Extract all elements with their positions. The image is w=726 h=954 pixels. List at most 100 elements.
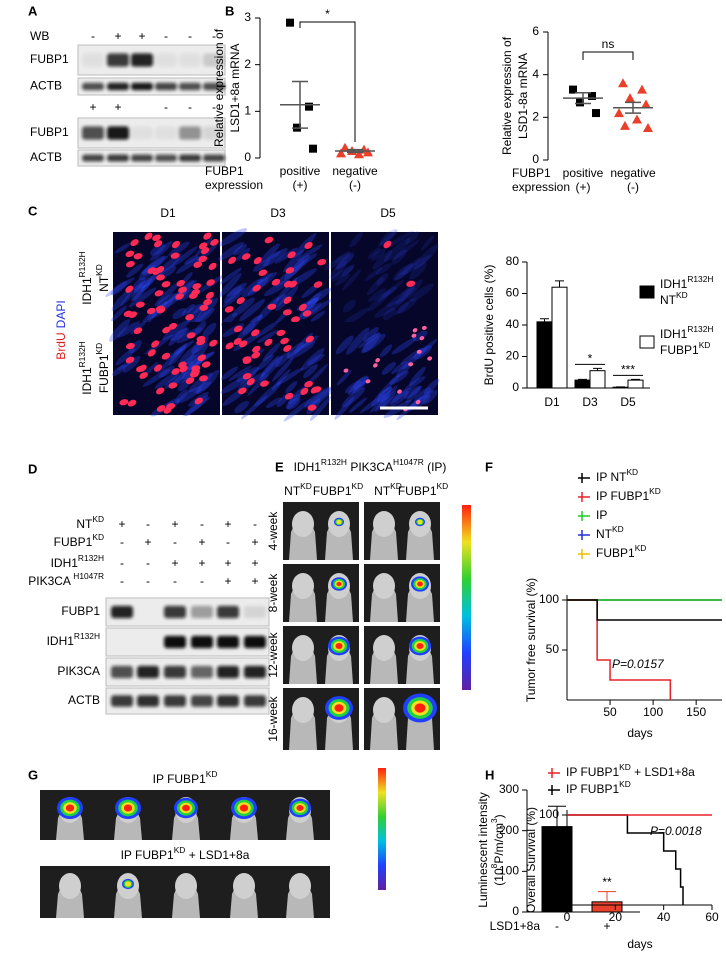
mouse-head (373, 635, 395, 661)
dapi-signal (393, 263, 414, 281)
brdu-nucleus (209, 339, 218, 347)
panel-title-part: R132H (321, 457, 347, 467)
dapi-signal (132, 282, 151, 301)
image-header: IP FUBP1KD + LSD1+8a (121, 845, 250, 862)
column-header-part: KD (352, 481, 364, 491)
brdu-nucleus (205, 291, 214, 300)
blot-band (155, 82, 177, 91)
dapi-signal (344, 376, 370, 394)
mouse-head (373, 573, 395, 599)
column-header: NTKD (374, 481, 402, 498)
mouse-head (289, 873, 311, 899)
dapi-signal (296, 244, 323, 262)
dapi-signal (335, 254, 354, 270)
lane-sign: + (89, 100, 96, 114)
dapi-signal (359, 393, 386, 414)
dapi-signal (383, 237, 411, 263)
brdu-nucleus (194, 397, 204, 405)
legend-label-part: + LSD1+8a (631, 765, 695, 779)
dapi-signal (381, 286, 398, 298)
brdu-nucleus (130, 239, 139, 247)
x-tick-label: 50 (603, 705, 617, 719)
dapi-signal (362, 332, 381, 353)
dapi-signal (379, 344, 393, 358)
blot-band (82, 53, 104, 67)
dapi-signal (156, 293, 178, 307)
lane-sign: - (173, 574, 177, 588)
luminescence (336, 519, 342, 525)
dapi-signal (241, 278, 263, 298)
dapi-signal (413, 387, 432, 403)
dapi-signal (413, 344, 433, 360)
dapi-signal (307, 353, 325, 366)
brdu-nucleus (210, 239, 219, 246)
dapi-signal (183, 351, 214, 371)
brdu-nucleus (267, 303, 277, 310)
dapi-signal (140, 255, 169, 275)
legend-label-part: NT (596, 527, 613, 541)
dapi-signal (122, 356, 141, 373)
dapi-signal (150, 243, 166, 256)
dapi-signal (181, 303, 195, 316)
lane-sign: - (188, 29, 192, 43)
lane-sign: - (146, 517, 150, 531)
blot-row-label: FUBP1 (30, 125, 69, 139)
blot-band (191, 695, 213, 707)
dapi-signal (307, 287, 332, 305)
panel-title-part: IDH1 (294, 460, 322, 474)
dapi-signal (128, 287, 157, 308)
sem-bar (575, 92, 591, 105)
data-point (363, 147, 373, 157)
dapi-signal (381, 362, 397, 375)
dapi-signal (271, 357, 294, 382)
mouse-head (59, 873, 81, 899)
lane-sign: + (251, 574, 258, 588)
brdu-nucleus (253, 257, 262, 265)
survival-curve (567, 599, 722, 621)
blot-background (105, 597, 270, 627)
dapi-signal (263, 279, 290, 297)
legend-label-part: IP FUBP1 (596, 489, 649, 503)
column-header-part: NT (374, 484, 391, 498)
dapi-signal (412, 330, 428, 342)
row-label-part: IDH1 (80, 277, 94, 305)
blot-row-label: FUBP1 (61, 604, 100, 618)
panel-title: IDH1R132H PIK3CAH1047R (IP) (294, 457, 447, 474)
dapi-signal (265, 397, 283, 408)
blot-row-label: PIK3CA (57, 664, 100, 678)
brdu-nucleus (119, 399, 129, 406)
dapi-signal (196, 369, 220, 395)
condition-label-part: KD (92, 532, 104, 542)
brdu-nucleus (199, 375, 208, 382)
y-axis-label-part: 8 (489, 863, 499, 868)
brdu-nucleus (151, 340, 160, 348)
brdu-nucleus (416, 349, 422, 354)
data-point (569, 85, 577, 94)
legend-swatch (639, 285, 655, 299)
y-axis-label: Relative expression of (500, 36, 514, 155)
error-bar (631, 378, 640, 381)
bar (627, 379, 644, 389)
dapi-signal (154, 371, 181, 389)
y-tick-label: 0 (244, 150, 251, 164)
brdu-nucleus (412, 328, 418, 333)
legend-label-part: KD (699, 340, 711, 350)
brdu-nucleus (408, 362, 414, 367)
luminescence (239, 804, 249, 812)
y-axis-label: LSD1-8a mRNA (516, 53, 530, 139)
dapi-signal (413, 244, 439, 270)
brdu-nucleus (252, 284, 261, 292)
y-tick-label: 100 (499, 864, 519, 878)
y-tick-label: 0 (512, 380, 519, 394)
dapi-signal (303, 364, 318, 378)
dapi-signal (396, 361, 413, 378)
brdu-nucleus (373, 363, 378, 368)
dapi-signal (176, 255, 202, 274)
dapi-signal (374, 298, 404, 318)
brdu-nucleus (135, 301, 145, 308)
brdu-nucleus (193, 261, 203, 268)
dapi-signal (368, 288, 386, 302)
legend-line (578, 530, 590, 540)
error-bar (548, 805, 566, 827)
dapi-signal (168, 241, 190, 257)
